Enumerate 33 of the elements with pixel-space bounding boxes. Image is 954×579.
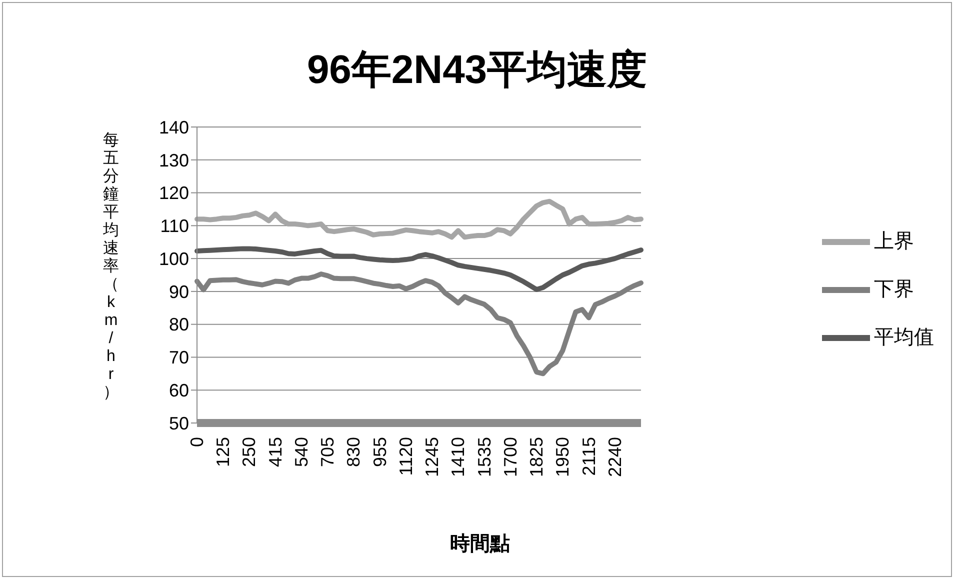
x-tick-label: 705 xyxy=(318,437,338,468)
y-tick-label: 120 xyxy=(158,183,189,204)
x-tick-label: 1120 xyxy=(396,437,416,476)
legend-label: 下界 xyxy=(874,278,914,300)
x-tick-label: 955 xyxy=(370,437,390,468)
x-tick-label: 0 xyxy=(187,437,207,448)
chart-title: 96年2N43平均速度 xyxy=(306,47,648,94)
y-tick-label: 100 xyxy=(158,248,189,269)
x-tick-label: 540 xyxy=(291,437,312,468)
y-tick-label: 50 xyxy=(168,413,189,434)
y-tick-label: 90 xyxy=(168,282,189,302)
x-tick-label: 2115 xyxy=(578,437,599,476)
x-axis-title: 時間點 xyxy=(449,532,511,557)
y-tick-label: 80 xyxy=(168,314,189,335)
legend-label: 平均值 xyxy=(874,326,934,348)
text: 每五分鐘平均速率（km/hr） xyxy=(103,132,119,401)
x-tick-label: 250 xyxy=(239,437,260,468)
y-tick-label: 70 xyxy=(168,348,189,368)
x-tick-label: 1245 xyxy=(422,437,442,478)
x-tick-label: 1825 xyxy=(526,437,547,478)
y-tick-label: 140 xyxy=(158,117,189,138)
x-tick-label: 125 xyxy=(213,437,234,468)
x-tick-label: 2240 xyxy=(604,437,625,478)
x-tick-label: 830 xyxy=(344,437,364,468)
x-tick-label: 1950 xyxy=(552,437,573,478)
y-tick-label: 110 xyxy=(160,216,189,236)
x-tick-label: 415 xyxy=(265,437,286,468)
y-tick-label: 130 xyxy=(158,150,189,170)
x-tick-label: 1535 xyxy=(474,437,494,478)
x-tick-label: 1700 xyxy=(500,437,520,478)
x-tick-label: 1410 xyxy=(448,437,468,478)
legend-label: 上界 xyxy=(874,230,914,252)
y-tick-label: 60 xyxy=(168,380,189,400)
